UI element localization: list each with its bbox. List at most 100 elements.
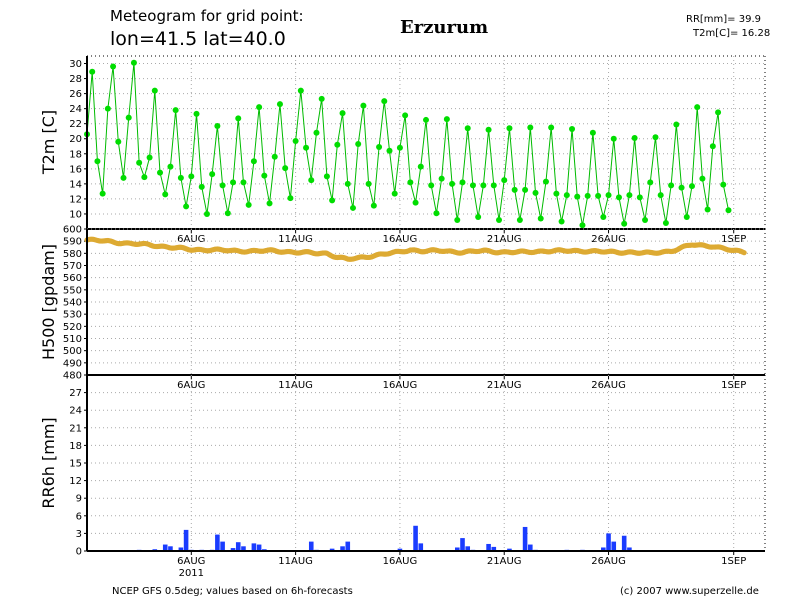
y-tick-label: 24 <box>69 406 82 417</box>
t2m-point <box>574 193 581 200</box>
t2m-point <box>261 172 268 179</box>
t2m-point <box>449 180 456 187</box>
t2m-point <box>313 129 320 136</box>
x-tick-label: 1SEP <box>721 556 746 567</box>
rr-bar <box>183 529 189 551</box>
y-tick-label: 9 <box>76 494 82 505</box>
t2m-point <box>412 199 419 206</box>
t2m-point <box>621 220 628 227</box>
t2m-point <box>433 210 440 217</box>
t2m-point <box>516 216 523 223</box>
t2m-point <box>250 158 257 165</box>
y-tick-label: 12 <box>69 476 82 487</box>
t2m-point <box>323 173 330 180</box>
rr-bar <box>418 543 424 551</box>
t2m-point <box>318 95 325 102</box>
t2m-point <box>673 121 680 128</box>
t2m-point <box>694 104 701 111</box>
t2m-point <box>569 125 576 132</box>
t2m-point <box>386 147 393 154</box>
t2m-point <box>130 59 137 66</box>
rr-bar <box>235 542 241 551</box>
x-tick-label: 16AUG <box>383 556 418 567</box>
t2m-point <box>115 138 122 145</box>
y-tick-label: 12 <box>69 194 82 205</box>
t2m-point <box>245 201 252 208</box>
t2m-point <box>652 134 659 141</box>
t2m-point <box>266 200 273 207</box>
y-tick-label: 10 <box>69 209 82 220</box>
t2m-point <box>193 110 200 117</box>
t2m-point <box>626 192 633 199</box>
t2m-point <box>355 141 362 148</box>
t2m-point <box>177 174 184 181</box>
t2m-point <box>522 186 529 193</box>
t2m-point <box>230 179 237 186</box>
t2m-line <box>86 62 729 226</box>
x-tick-label: 16AUG <box>383 234 418 245</box>
t2m-point <box>662 219 669 226</box>
y-tick-label: 600 <box>63 225 82 236</box>
t2m-point <box>365 180 372 187</box>
y-tick-label: 15 <box>69 459 82 470</box>
t2m-point <box>167 163 174 170</box>
t2m-point <box>511 186 518 193</box>
rr-bar <box>491 546 497 551</box>
rr-bar <box>215 534 220 551</box>
t2m-point <box>402 112 409 119</box>
t2m-point <box>183 203 190 210</box>
t2m-point <box>381 98 388 105</box>
t2m-point <box>89 68 96 75</box>
rr-bar <box>345 541 351 551</box>
footer-source: NCEP GFS 0.5deg; values based on 6h-fore… <box>112 586 353 597</box>
t2m-point <box>94 158 101 165</box>
t2m-point <box>678 184 685 191</box>
t2m-point <box>376 144 383 151</box>
t2m-point <box>292 137 299 144</box>
t2m-point <box>647 179 654 186</box>
y-tick-label: 560 <box>63 273 82 284</box>
t2m-point <box>428 182 435 189</box>
y-axis-label: T2m [C] <box>39 110 58 175</box>
t2m-point <box>715 109 722 116</box>
t2m-panel: 10 12 14 16 18 20 22 24 26 28 30 6AUG 11AUG 16AUG 21AU… <box>39 55 766 245</box>
t2m-point <box>464 125 471 132</box>
t2m-point <box>334 141 341 148</box>
t2m-point <box>271 153 278 160</box>
y-tick-label: 530 <box>63 310 82 321</box>
t2m-point <box>506 125 513 132</box>
t2m-point <box>256 104 263 111</box>
y-tick-label: 480 <box>63 371 82 382</box>
t2m-point <box>360 102 367 109</box>
y-tick-label: 540 <box>63 298 82 309</box>
rr6h-panel: 0 3 6 9 12 15 18 21 24 27 6AUG 11AUG 16AUG 21AUG 26AUG… <box>39 375 766 579</box>
t2m-point <box>157 169 164 176</box>
t2m-point <box>631 134 638 141</box>
y-tick-label: 490 <box>63 358 82 369</box>
t2m-point <box>308 177 315 184</box>
t2m-point <box>209 171 216 178</box>
t2m-point <box>459 179 466 186</box>
t2m-point <box>391 190 398 197</box>
summary-t2m: T2m[C]= 16.28 <box>692 28 770 39</box>
t2m-point <box>595 192 602 199</box>
t2m-point <box>370 202 377 209</box>
y-tick-label: 520 <box>63 322 82 333</box>
t2m-point <box>600 213 607 220</box>
rr-bar <box>230 548 236 551</box>
rr-bar <box>241 546 246 551</box>
rr-bar <box>601 547 606 551</box>
t2m-point <box>235 115 242 122</box>
x-tick-label: 21AUG <box>487 234 522 245</box>
y-tick-label: 570 <box>63 261 82 272</box>
rr-bar <box>528 544 533 551</box>
rr-bar <box>486 543 491 551</box>
t2m-point <box>240 179 247 186</box>
t2m-point <box>417 163 424 170</box>
y-tick-label: 28 <box>69 74 82 85</box>
rr-bar <box>220 541 225 551</box>
rr-bar <box>522 526 528 551</box>
t2m-point <box>537 215 544 222</box>
t2m-point <box>349 204 356 211</box>
